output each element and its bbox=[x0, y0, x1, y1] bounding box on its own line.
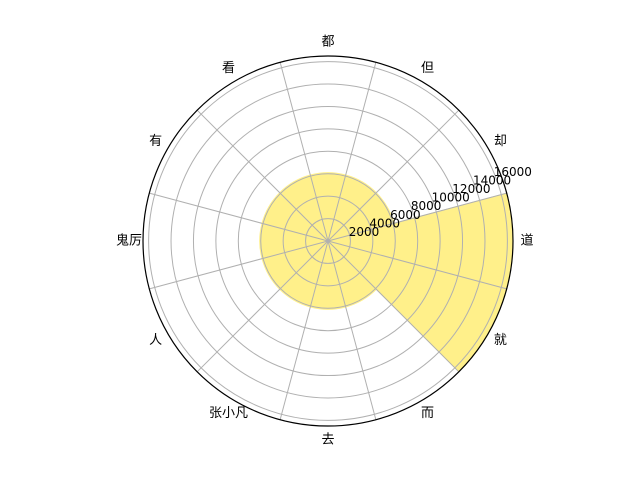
grid-spoke-9 bbox=[327, 240, 377, 420]
category-label-0: 道 bbox=[520, 234, 533, 249]
grid-spoke-0 bbox=[327, 192, 507, 242]
grid-spoke-4 bbox=[196, 109, 329, 242]
category-label-2: 但 bbox=[421, 61, 434, 76]
grid-ring-0 bbox=[305, 218, 351, 264]
rtick-label-1: 4000 bbox=[369, 216, 400, 230]
rtick-label-2: 6000 bbox=[390, 208, 421, 222]
frame-layer bbox=[142, 55, 514, 427]
category-label-3: 都 bbox=[321, 35, 334, 50]
category-label-7: 人 bbox=[149, 333, 162, 348]
grid-ring-1 bbox=[282, 195, 374, 287]
rtick-label-3: 8000 bbox=[411, 199, 442, 213]
grid-ring-5 bbox=[192, 105, 464, 377]
grid-spoke-2 bbox=[327, 62, 377, 242]
grid-spoke-8 bbox=[279, 240, 329, 420]
category-label-5: 有 bbox=[149, 134, 162, 149]
grid-ring-7 bbox=[148, 61, 508, 421]
category-label-11: 就 bbox=[494, 333, 507, 348]
grid-spoke-5 bbox=[149, 192, 329, 242]
grid-ring-2 bbox=[260, 173, 396, 309]
category-label-4: 看 bbox=[222, 60, 235, 76]
grid-layer bbox=[148, 61, 508, 421]
category-label-1: 却 bbox=[494, 134, 507, 149]
grid-ring-6 bbox=[170, 83, 486, 399]
grid-spoke-1 bbox=[327, 109, 460, 242]
rtick-label-4: 10000 bbox=[432, 191, 470, 205]
bars-layer bbox=[259, 172, 514, 373]
grid-spoke-10 bbox=[327, 240, 460, 373]
rtick-label-5: 12000 bbox=[452, 182, 490, 196]
category-label-8: 张小凡 bbox=[209, 406, 248, 421]
category-label-6: 鬼厉 bbox=[116, 233, 142, 249]
grid-ring-3 bbox=[237, 150, 419, 332]
grid-spoke-11 bbox=[327, 240, 507, 290]
rtick-label-6: 14000 bbox=[473, 173, 511, 187]
polar-frame bbox=[142, 55, 514, 427]
category-label-9: 去 bbox=[321, 433, 334, 448]
grid-spoke-7 bbox=[196, 240, 329, 373]
rtick-label-0: 2000 bbox=[349, 225, 380, 239]
grid-ring-4 bbox=[215, 128, 441, 354]
rtick-label-7: 16000 bbox=[494, 165, 532, 179]
grid-spoke-3 bbox=[279, 62, 329, 242]
category-label-10: 而 bbox=[421, 406, 434, 421]
grid-spoke-6 bbox=[149, 240, 329, 290]
